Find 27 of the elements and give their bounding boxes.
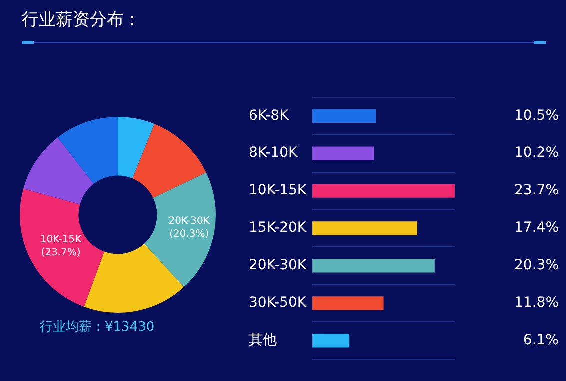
y-tick-label: 其他 bbox=[249, 332, 277, 349]
data-label: (23.7%) bbox=[41, 247, 81, 258]
data-label: (20.3%) bbox=[170, 229, 210, 240]
y-tick-label: 30K-50K bbox=[249, 295, 308, 312]
slice-label: 20K-30K bbox=[168, 216, 210, 228]
y-tick-label: 20K-30K bbox=[249, 258, 308, 274]
bar bbox=[312, 184, 455, 198]
bar bbox=[312, 334, 350, 348]
data-label: 23.7% bbox=[514, 182, 559, 199]
bar bbox=[312, 146, 374, 160]
bar bbox=[312, 109, 376, 123]
text: 行业均薪：¥13430 bbox=[40, 319, 155, 336]
bar bbox=[312, 296, 384, 310]
data-label: 10.5% bbox=[514, 108, 559, 124]
data-label: 17.4% bbox=[514, 220, 559, 236]
bar bbox=[312, 259, 435, 273]
data-label: 20.3% bbox=[514, 258, 559, 274]
slice-label: 10K-15K bbox=[40, 234, 82, 246]
y-tick-label: 15K-20K bbox=[249, 220, 308, 236]
data-label: 11.8% bbox=[514, 295, 559, 312]
bar bbox=[312, 222, 418, 236]
y-tick-label: 6K-8K bbox=[249, 108, 290, 124]
y-tick-label: 8K-10K bbox=[249, 145, 298, 162]
data-label: 10.2% bbox=[514, 145, 559, 162]
chart-title: 行业薪资分布： bbox=[22, 9, 141, 31]
data-label: 6.1% bbox=[523, 332, 559, 349]
y-tick-label: 10K-15K bbox=[249, 182, 308, 199]
